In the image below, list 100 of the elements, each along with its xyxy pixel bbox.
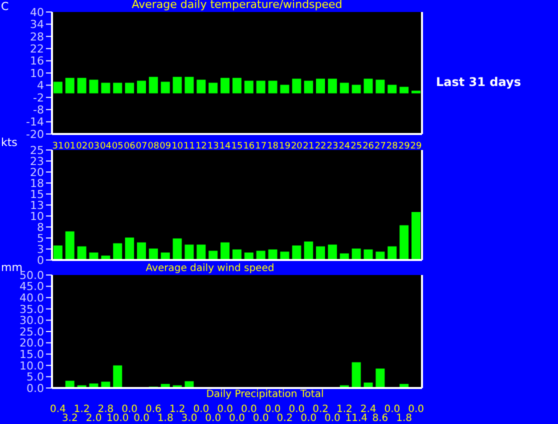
data-label: 0.0	[288, 404, 305, 415]
y-tick-label: 5	[37, 232, 44, 245]
bar	[196, 244, 206, 260]
x-tick-label: 13	[207, 141, 219, 152]
y-tick-label: 30.0	[20, 314, 44, 328]
bar	[268, 249, 278, 260]
bar	[304, 80, 314, 94]
y-tick-label: 15.0	[20, 348, 44, 362]
x-tick-label: 29	[398, 141, 410, 152]
x-tick-label: 20	[290, 141, 303, 152]
x-tick-label: 16	[243, 141, 255, 152]
bar	[113, 82, 122, 94]
y-tick-label: 25.0	[20, 325, 44, 338]
bar	[184, 76, 194, 94]
y-tick-label: 10	[30, 66, 44, 80]
y-tick-label: 3	[37, 242, 44, 256]
bar	[148, 248, 158, 260]
text: Last 31 days	[436, 75, 521, 89]
bar	[376, 368, 385, 388]
data-label: 0.0	[240, 404, 257, 415]
x-tick-label: 15	[231, 141, 243, 152]
bar	[196, 80, 206, 94]
bar	[328, 78, 337, 94]
bar	[376, 80, 385, 94]
x-tick-label: 06	[124, 141, 136, 152]
y-tick-label: 23	[30, 154, 44, 168]
bar	[125, 238, 134, 260]
data-label: 0.0	[134, 413, 150, 424]
bar	[316, 246, 326, 260]
y-tick-label: 4	[37, 79, 44, 92]
y-axis-title: C	[1, 0, 9, 13]
bar	[136, 80, 146, 94]
data-label: 0.2	[312, 404, 328, 415]
x-tick-label: 22	[314, 141, 326, 152]
data-label: 1.2	[336, 404, 352, 415]
x-tick-label: 05	[112, 141, 124, 152]
y-tick-label: 50.0	[20, 268, 44, 282]
data-label: 0.0	[229, 413, 245, 424]
y-tick-label: 10	[30, 210, 44, 223]
x-tick-label: 02	[76, 141, 88, 152]
x-tick-label: 01	[64, 141, 76, 152]
bar	[352, 248, 361, 260]
bar	[304, 242, 314, 260]
y-tick-label: 20.0	[20, 336, 44, 350]
x-tick-label: 11	[184, 141, 195, 152]
bar	[65, 78, 74, 94]
bar	[89, 80, 98, 94]
bar	[232, 78, 242, 94]
x-tick-label: 08	[148, 141, 160, 152]
bar	[113, 365, 122, 388]
bar	[220, 242, 230, 260]
data-label: 1.2	[74, 404, 90, 415]
x-tick-label: 19	[279, 141, 291, 152]
x-tick-label: 14	[219, 141, 232, 152]
x-tick-label: 24	[338, 141, 350, 152]
data-label: 8.6	[372, 413, 388, 424]
bar	[77, 78, 86, 94]
bar	[388, 84, 397, 94]
x-tick-label: 28	[386, 141, 398, 152]
bar	[101, 82, 110, 94]
data-label: 0.0	[122, 404, 138, 415]
bar	[364, 78, 373, 94]
bar	[172, 76, 182, 94]
data-label: 0.0	[252, 413, 269, 424]
x-tick-label: 21	[302, 141, 314, 152]
data-label: 0.4	[50, 404, 66, 415]
bar	[292, 78, 302, 94]
y-tick-label: 10.0	[20, 359, 44, 372]
bar	[208, 82, 218, 94]
bar	[125, 82, 134, 94]
y-tick-label: 15	[30, 188, 44, 201]
data-label: 0.0	[408, 404, 424, 415]
x-tick-label: 10	[172, 141, 184, 152]
y-tick-label: 0	[37, 254, 44, 267]
x-tick-label: 26	[362, 141, 374, 152]
y-tick-label: 22	[30, 42, 44, 56]
data-label: 1.8	[396, 413, 412, 424]
x-axis-title: Average daily wind speed	[144, 263, 276, 274]
y-tick-label: 40	[30, 6, 44, 19]
y-axis-title: kts	[1, 136, 18, 149]
bar	[364, 249, 373, 260]
bar	[280, 84, 290, 94]
y-tick-label: -20	[26, 128, 44, 141]
y-tick-label: -14	[26, 116, 44, 129]
y-tick-label: 16	[30, 54, 44, 68]
bar	[340, 82, 349, 94]
bar	[400, 86, 409, 94]
y-tick-label: 8	[37, 220, 44, 234]
data-label: 0.0	[193, 404, 210, 415]
data-label: 11.4	[345, 413, 368, 424]
x-tick-label: 18	[267, 141, 279, 152]
y-tick-label: 40.0	[20, 292, 44, 305]
y-tick-label: 35.0	[20, 302, 44, 316]
y-tick-label: -8	[33, 104, 44, 117]
data-label: 2.0	[86, 413, 102, 424]
x-tick-label: 12	[195, 141, 207, 152]
bar	[256, 80, 266, 94]
bar	[352, 362, 361, 388]
bar	[292, 245, 302, 260]
x-tick-label: 25	[350, 141, 362, 152]
